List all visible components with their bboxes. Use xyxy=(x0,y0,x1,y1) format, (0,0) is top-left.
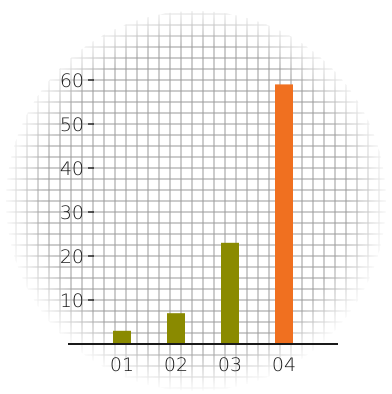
y-tick-label: 10 xyxy=(60,290,84,312)
axes xyxy=(68,79,338,345)
bar-02 xyxy=(167,313,185,344)
labels: 10 20 30 40 50 60 01 02 03 04 xyxy=(60,70,296,376)
y-tick-label: 50 xyxy=(60,114,84,136)
y-tick-label: 40 xyxy=(60,158,84,180)
x-tick-label: 03 xyxy=(218,354,242,376)
bars xyxy=(113,84,293,345)
bar-01 xyxy=(113,330,131,344)
x-tick-label: 01 xyxy=(110,354,134,376)
y-tick-label: 30 xyxy=(60,202,84,224)
bar-04 xyxy=(275,84,293,345)
x-tick-label: 04 xyxy=(272,354,296,376)
y-tick-label: 20 xyxy=(60,246,84,268)
x-tick-label: 02 xyxy=(164,354,188,376)
bar-03 xyxy=(221,242,239,344)
y-tick-label: 60 xyxy=(60,70,84,92)
